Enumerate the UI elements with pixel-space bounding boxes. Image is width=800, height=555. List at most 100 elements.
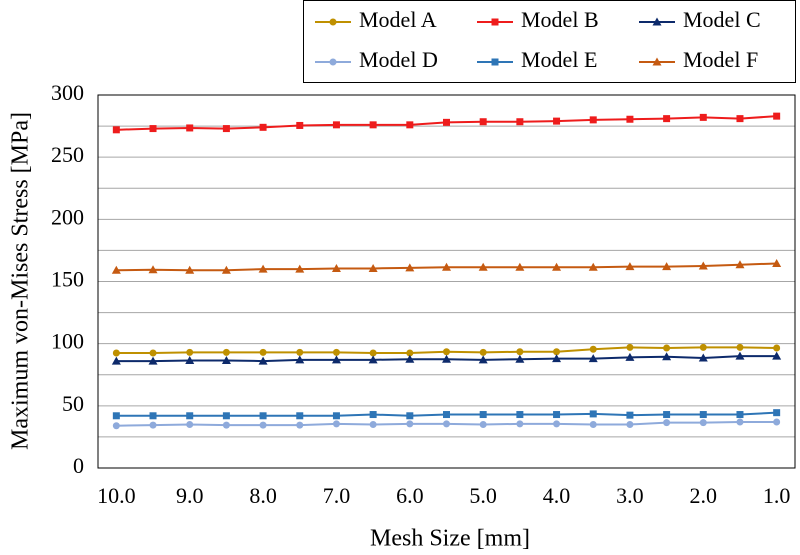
marker <box>589 345 597 353</box>
marker <box>332 420 340 428</box>
marker <box>736 411 744 419</box>
marker <box>589 116 597 124</box>
legend-item: Model E <box>477 47 597 72</box>
marker <box>663 115 671 123</box>
marker <box>112 126 120 134</box>
marker <box>295 264 305 273</box>
marker <box>332 412 340 420</box>
legend-item: Model A <box>315 7 437 32</box>
marker <box>553 420 561 428</box>
marker <box>148 265 158 274</box>
marker <box>186 348 194 356</box>
marker <box>516 348 524 356</box>
marker <box>516 420 524 428</box>
marker <box>442 262 451 271</box>
marker <box>296 412 304 420</box>
marker <box>479 348 487 356</box>
legend-label: Model A <box>359 7 437 32</box>
marker <box>699 113 707 121</box>
marker <box>149 412 157 420</box>
x-tick-label: 4.0 <box>543 483 571 508</box>
legend-item: Model D <box>315 47 438 72</box>
y-tick-label: 0 <box>73 453 84 478</box>
marker <box>553 348 561 356</box>
marker <box>149 125 157 133</box>
marker <box>773 409 781 417</box>
marker <box>442 354 451 363</box>
marker <box>368 263 378 272</box>
marker <box>626 115 634 123</box>
y-tick-label: 300 <box>51 80 84 105</box>
legend-label: Model B <box>521 7 599 32</box>
marker <box>698 261 708 270</box>
marker <box>111 356 121 365</box>
marker <box>259 348 267 356</box>
marker <box>111 265 121 274</box>
marker <box>186 412 194 420</box>
marker <box>149 349 157 357</box>
marker <box>773 112 781 120</box>
marker <box>369 411 377 419</box>
x-tick-label: 9.0 <box>176 483 204 508</box>
x-tick-label: 1.0 <box>763 483 791 508</box>
x-tick-label: 2.0 <box>690 483 718 508</box>
marker <box>222 348 230 356</box>
marker <box>405 354 415 363</box>
marker <box>259 421 267 429</box>
marker <box>296 421 304 429</box>
marker <box>699 411 707 419</box>
y-tick-label: 200 <box>51 204 84 229</box>
y-tick-label: 250 <box>51 142 84 167</box>
marker <box>589 410 597 418</box>
marker <box>185 265 195 274</box>
marker <box>736 418 744 426</box>
marker <box>329 18 337 26</box>
marker <box>406 412 414 420</box>
marker <box>552 354 562 363</box>
marker <box>112 412 120 420</box>
marker <box>478 355 488 364</box>
marker <box>479 118 487 126</box>
marker <box>332 348 340 356</box>
y-axis-title: Maximum von-Mises Stress [MPa] <box>8 112 34 450</box>
marker <box>491 58 499 66</box>
marker <box>588 354 598 363</box>
marker <box>258 264 268 273</box>
marker <box>588 262 598 271</box>
x-tick-label: 8.0 <box>249 483 277 508</box>
legend-item: Model F <box>639 47 758 72</box>
marker <box>443 348 450 356</box>
marker <box>589 420 597 428</box>
marker <box>148 356 158 365</box>
marker <box>295 355 305 364</box>
marker <box>259 412 267 420</box>
marker <box>553 117 561 125</box>
marker <box>369 349 377 357</box>
marker <box>259 123 267 131</box>
marker <box>773 418 781 426</box>
marker <box>112 349 120 357</box>
marker <box>221 355 231 364</box>
marker <box>699 343 707 351</box>
marker <box>221 265 231 274</box>
marker <box>625 352 635 361</box>
marker <box>773 344 781 352</box>
legend-label: Model F <box>683 47 758 72</box>
legend-box <box>303 0 796 83</box>
legend-label: Model D <box>359 47 438 72</box>
marker <box>186 124 194 132</box>
marker <box>553 411 561 419</box>
y-tick-label: 100 <box>51 329 84 354</box>
marker <box>331 355 341 364</box>
marker <box>735 260 745 269</box>
marker <box>443 411 450 419</box>
marker <box>772 351 782 360</box>
marker <box>663 419 671 427</box>
marker <box>515 354 525 363</box>
marker <box>736 343 744 351</box>
marker <box>662 262 672 271</box>
x-tick-label: 5.0 <box>469 483 497 508</box>
legend: Model A Model B Model C Model D Model E Model… <box>303 0 796 83</box>
marker <box>222 125 230 133</box>
marker <box>369 121 377 129</box>
